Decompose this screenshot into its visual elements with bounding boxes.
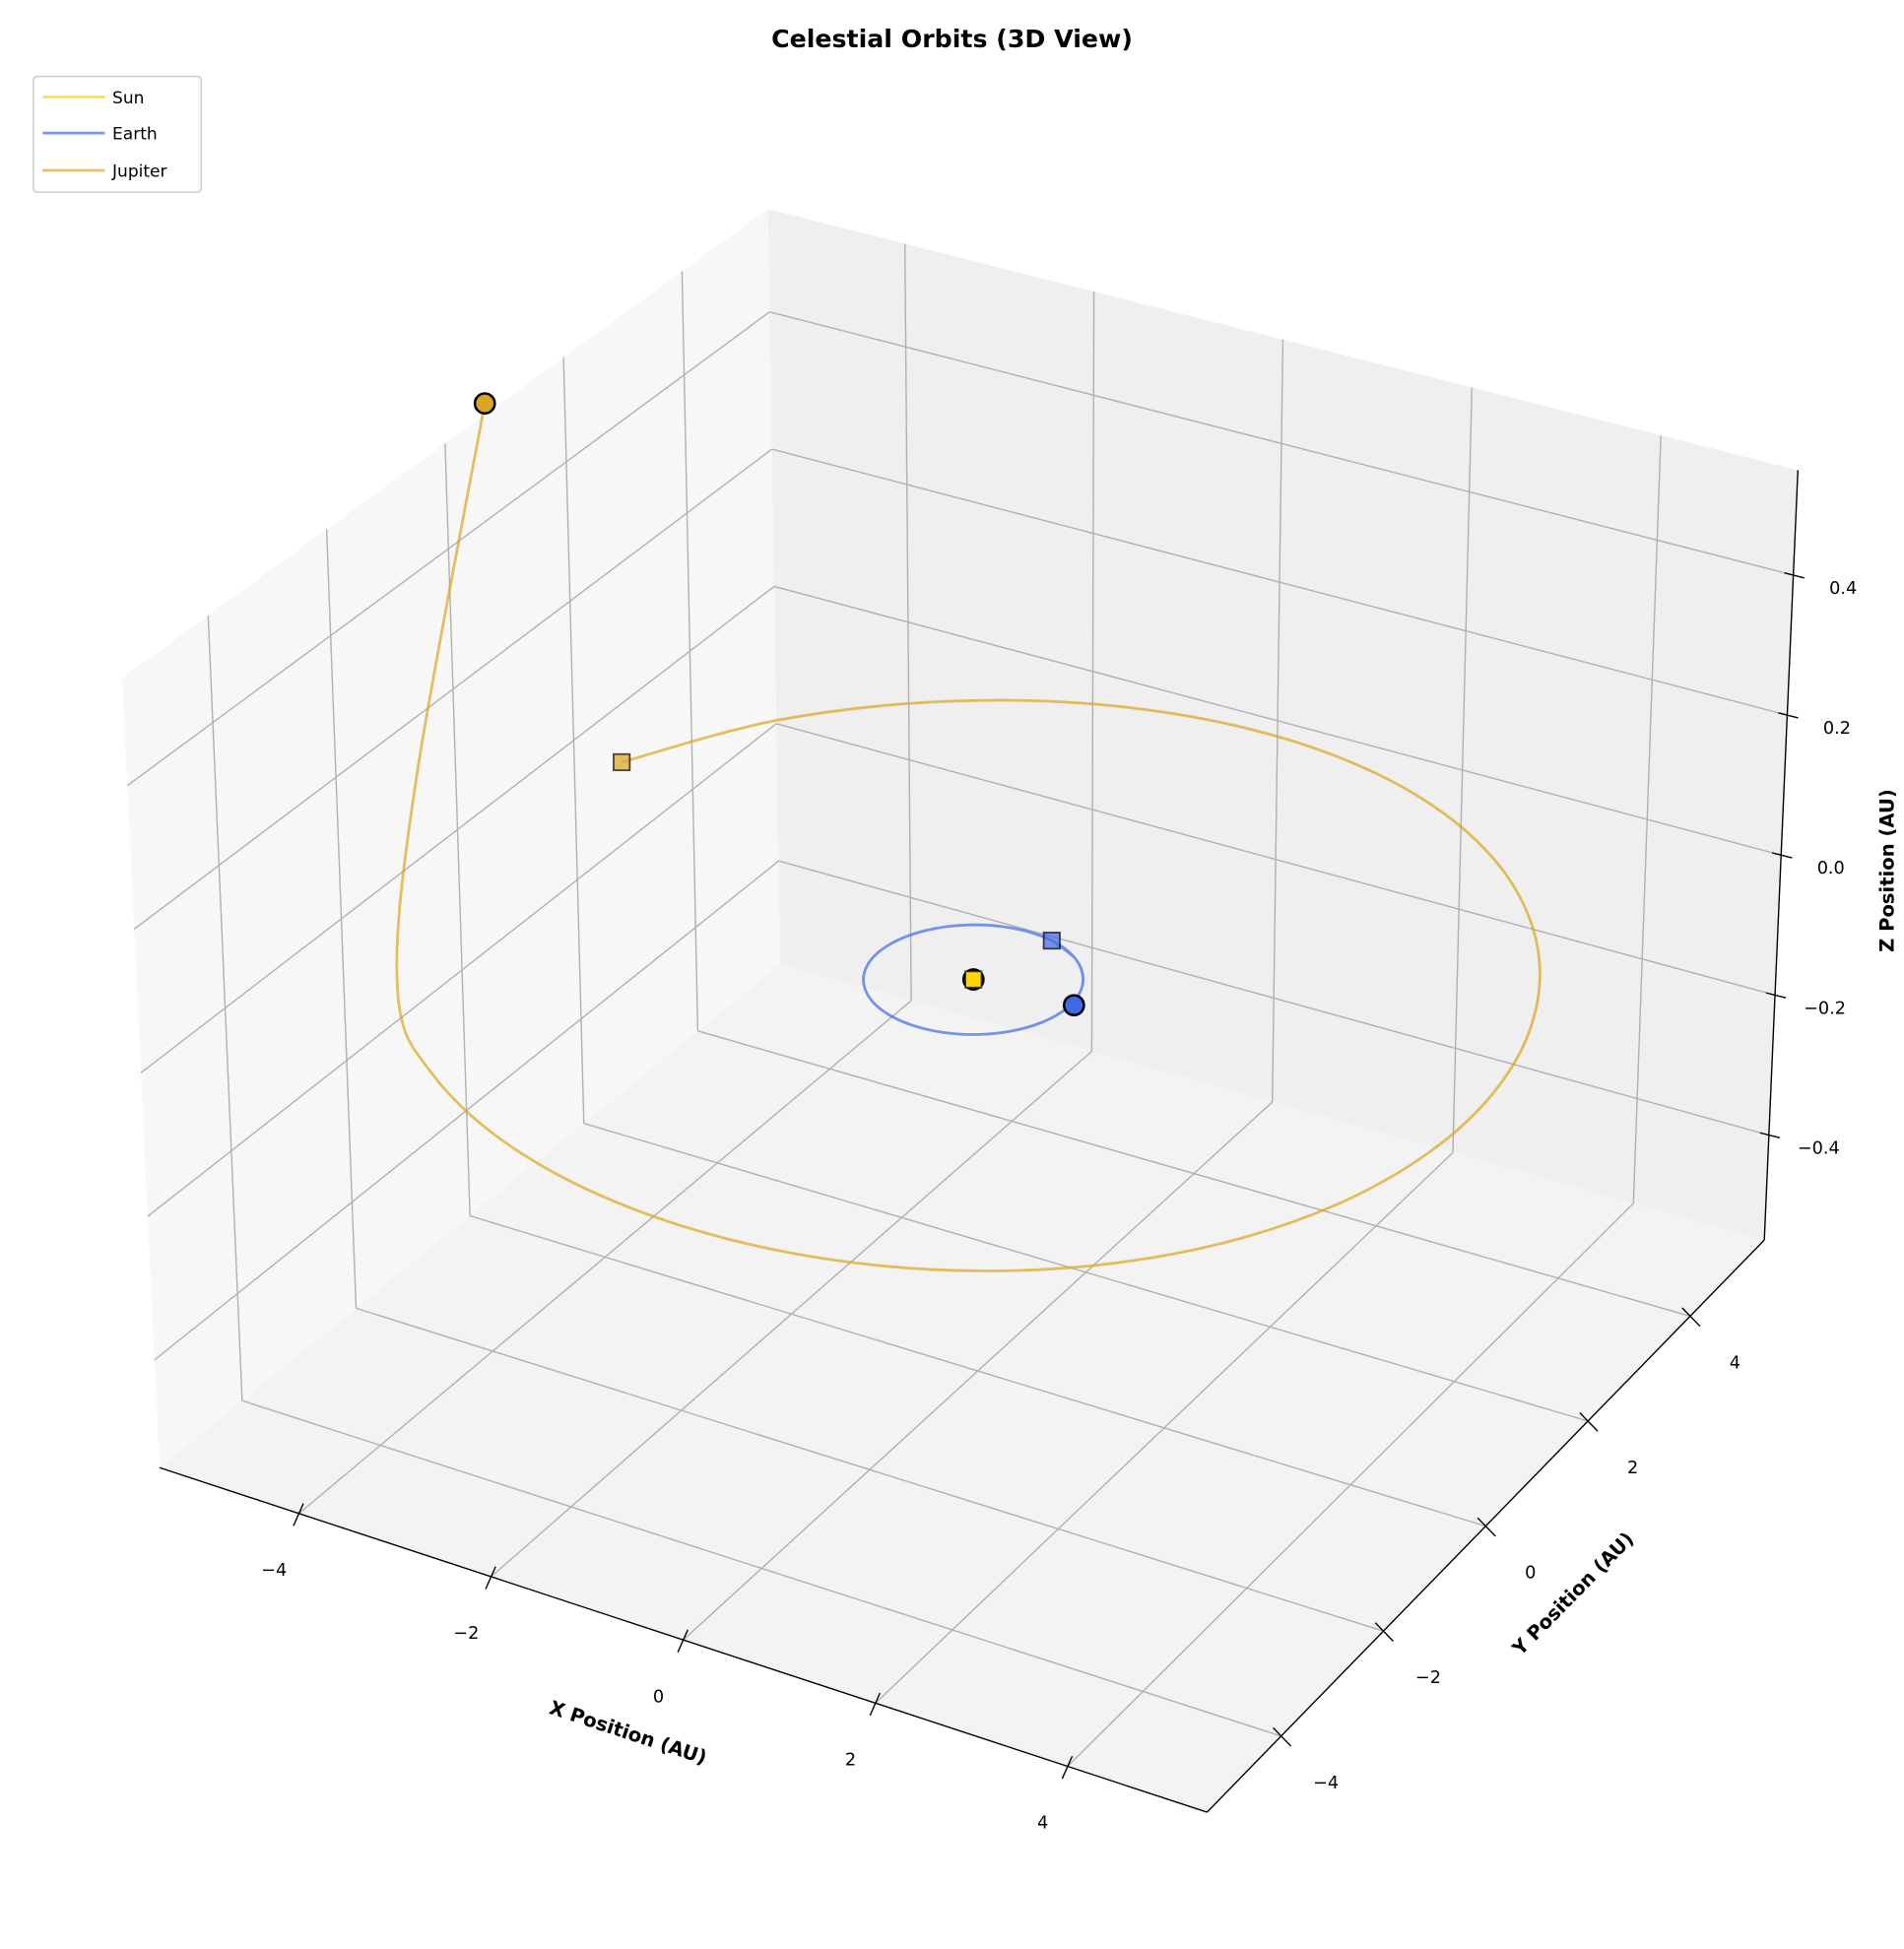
z-gridline-back <box>773 585 1782 856</box>
z-gridline-left <box>126 311 770 787</box>
z-tick-mark <box>1759 1132 1781 1138</box>
z-gridline-left <box>133 448 773 931</box>
y-tick-mark <box>1477 1517 1496 1537</box>
z-tick-label: −0.4 <box>1798 1138 1840 1158</box>
y-gridline-floor <box>356 1307 1384 1632</box>
sun-start-marker <box>964 970 983 989</box>
z-tick-label: −0.2 <box>1804 999 1846 1018</box>
jupiter-orbit-line <box>395 403 1542 1272</box>
legend: Sun Earth Jupiter <box>33 75 203 193</box>
legend-label-sun: Sun <box>112 89 144 108</box>
jupiter-end-marker <box>473 392 496 415</box>
y-gridline-floor <box>241 1399 1281 1737</box>
x-tick-mark <box>869 1692 882 1717</box>
legend-label-earth: Earth <box>112 124 158 144</box>
y-gridline-floor <box>583 1122 1589 1422</box>
z-axis-label: Z Position (AU) <box>1876 789 1899 952</box>
x-tick-label: −2 <box>453 1624 479 1644</box>
x-axis-label: X Position (AU) <box>547 1696 709 1769</box>
y-tick-label: −4 <box>1313 1774 1339 1793</box>
y-tick-label: 2 <box>1627 1459 1638 1478</box>
y-tick-label: −2 <box>1415 1668 1441 1688</box>
x-tick-label: −4 <box>261 1561 287 1581</box>
jupiter-start-marker <box>613 752 631 772</box>
z-tick-mark <box>1765 992 1787 999</box>
z-tick-label: 0.0 <box>1817 859 1845 878</box>
y-tick-mark <box>1272 1726 1292 1747</box>
z-tick-label: 0.4 <box>1829 579 1857 599</box>
z-gridline-back <box>776 723 1776 997</box>
y-gridline-floor <box>469 1214 1486 1527</box>
earth-start-marker <box>1042 931 1061 950</box>
chart-title: Celestial Orbits (3D View) <box>771 25 1133 53</box>
y-tick-label: 4 <box>1730 1353 1740 1373</box>
z-gridline-left <box>140 585 775 1073</box>
x-tick-mark <box>1061 1756 1074 1780</box>
legend-frame <box>33 75 203 193</box>
x-tick-mark <box>677 1629 689 1653</box>
x-tick-label: 2 <box>845 1750 856 1770</box>
z-tick-label: 0.2 <box>1823 719 1851 739</box>
legend-label-jupiter: Jupiter <box>111 162 167 181</box>
series-layer <box>395 392 1542 1272</box>
y-tick-mark <box>1579 1412 1599 1432</box>
z-gridline-back <box>769 311 1794 576</box>
y-axis-label: Y Position (AU) <box>1507 1527 1638 1660</box>
x-tick-mark <box>293 1503 304 1527</box>
z-tick-mark <box>1771 852 1793 859</box>
x-tick-label: 0 <box>653 1687 664 1707</box>
axes-panes <box>122 209 1799 1813</box>
z-gridline-left <box>147 723 777 1217</box>
tick-labels: −4 −2 0 2 4 −4 −2 0 2 4 −0.4 −0.2 0.0 0.2 0.4 <box>261 572 1857 1834</box>
z-gridline-back <box>771 448 1788 716</box>
z-gridline-back <box>778 860 1770 1137</box>
z-tick-mark <box>1784 572 1805 579</box>
y-gridline-floor <box>697 1030 1691 1318</box>
x-tick-label: 4 <box>1037 1814 1048 1834</box>
y-tick-label: 0 <box>1525 1564 1536 1584</box>
y-tick-mark <box>1374 1622 1394 1642</box>
z-tick-mark <box>1778 712 1799 719</box>
left-pane <box>122 209 781 1468</box>
earth-end-marker <box>1062 994 1085 1017</box>
y-tick-mark <box>1681 1307 1701 1328</box>
x-tick-mark <box>485 1566 496 1590</box>
